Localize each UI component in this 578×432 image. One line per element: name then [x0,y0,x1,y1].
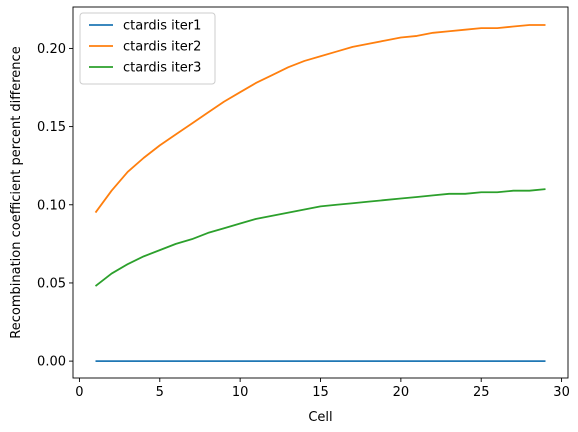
series-line-3 [94,188,546,287]
y-axis-label: Recombination coefficient percent differ… [9,46,24,338]
x-tick-label: 15 [312,385,329,400]
legend-label-2: ctardis iter2 [123,40,201,55]
x-tick-label: 30 [553,385,570,400]
x-tick-label: 25 [473,385,490,400]
series-line-2 [94,24,546,214]
legend-label-1: ctardis iter1 [123,19,201,34]
x-axis-label: Cell [308,410,332,425]
x-tick-label: 5 [156,385,164,400]
legend: ctardis iter1 ctardis iter2 ctardis iter3 [79,12,216,85]
y-tick-label: 0.15 [37,120,66,135]
legend-box [79,12,216,85]
x-tick-label: 10 [232,385,249,400]
y-tick-label: 0.20 [37,42,66,57]
legend-label-3: ctardis iter3 [123,61,201,76]
x-tick-label: 20 [393,385,410,400]
y-tick-label: 0.10 [37,198,66,213]
y-tick-label: 0.00 [37,355,66,370]
x-tick-label: 0 [75,385,83,400]
y-tick-label: 0.05 [37,276,66,291]
axis-ticks: 0 5 10 15 20 25 30 0.00 0.05 0.10 0.15 0.20 [37,42,570,400]
